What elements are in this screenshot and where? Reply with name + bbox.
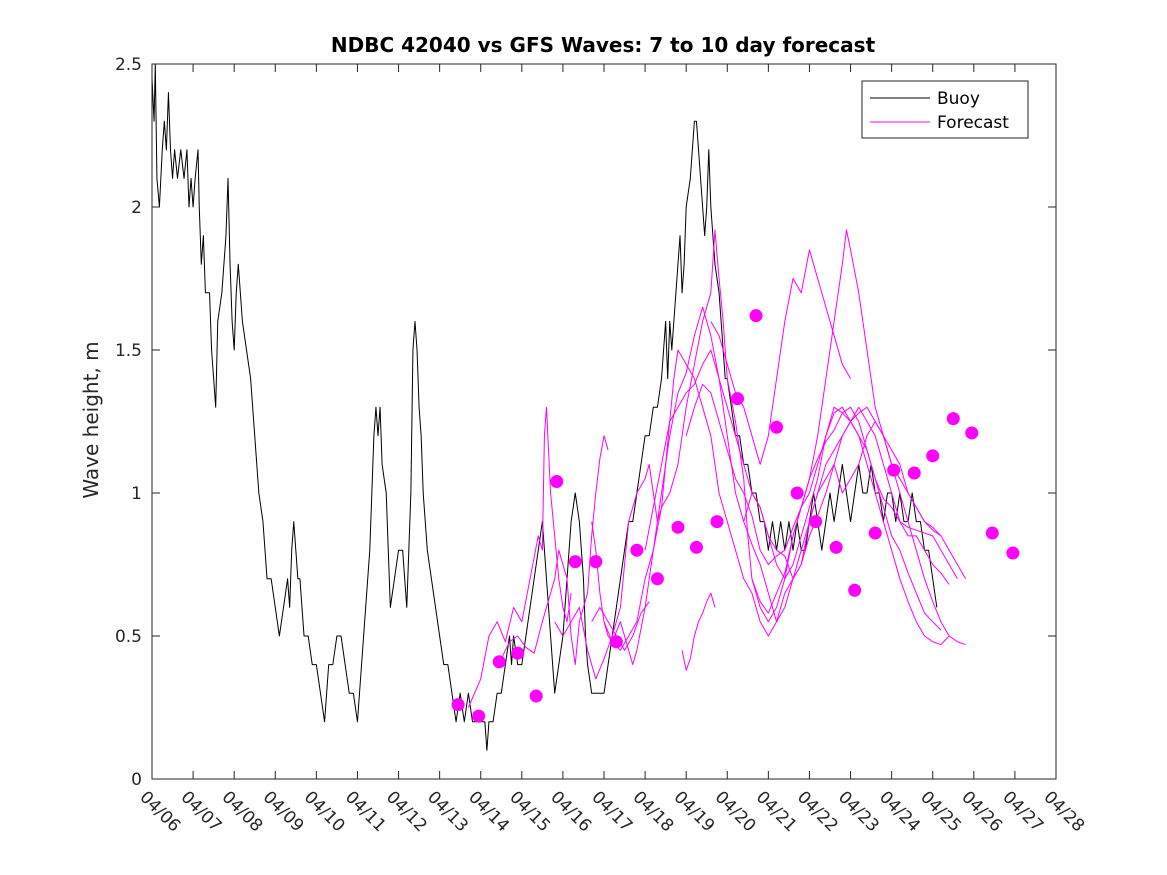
y-tick-label: 1 xyxy=(131,484,142,504)
forecast-marker xyxy=(568,555,582,569)
legend-label-buoy: Buoy xyxy=(937,89,980,109)
forecast-series-line xyxy=(710,249,851,465)
forecast-marker xyxy=(809,515,823,529)
forecast-marker xyxy=(749,309,763,323)
forecast-marker xyxy=(609,635,623,649)
forecast-marker xyxy=(829,540,843,554)
forecast-marker xyxy=(926,449,940,463)
forecast-marker xyxy=(848,583,862,597)
y-tick-label: 1.5 xyxy=(115,341,142,361)
forecast-marker xyxy=(589,555,603,569)
forecast-marker xyxy=(671,520,685,534)
legend-label-forecast: Forecast xyxy=(937,113,1009,133)
forecast-series-line xyxy=(743,406,966,646)
forecast-marker xyxy=(731,392,745,406)
forecast-marker xyxy=(1006,546,1020,560)
forecast-series-line xyxy=(681,592,716,671)
y-tick-label: 0.5 xyxy=(115,627,142,647)
forecast-marker xyxy=(985,526,999,540)
legend-box xyxy=(861,80,1029,139)
forecast-series-line xyxy=(644,349,958,580)
y-axis-label: Wave height, m xyxy=(79,341,103,498)
forecast-marker xyxy=(868,526,882,540)
forecast-series-line xyxy=(751,406,942,631)
forecast-marker xyxy=(472,709,486,723)
forecast-series-line xyxy=(500,435,609,666)
forecast-marker xyxy=(511,646,525,660)
forecast-series-line xyxy=(467,406,572,708)
forecast-marker xyxy=(529,689,543,703)
legend: Buoy Forecast xyxy=(861,80,1029,139)
forecast-marker xyxy=(689,540,703,554)
forecast-marker xyxy=(965,426,979,440)
forecast-marker xyxy=(650,572,664,586)
y-tick-label: 0 xyxy=(131,770,142,790)
forecast-marker xyxy=(907,466,921,480)
forecast-marker xyxy=(770,420,784,434)
forecast-series-line xyxy=(603,306,950,651)
series-layer xyxy=(152,64,1020,751)
forecast-marker xyxy=(946,412,960,426)
forecast-marker xyxy=(630,543,644,557)
y-tick-label: 2.5 xyxy=(115,55,142,75)
forecast-marker xyxy=(887,463,901,477)
chart-title: NDBC 42040 vs GFS Waves: 7 to 10 day for… xyxy=(331,33,876,57)
forecast-marker xyxy=(451,698,465,712)
forecast-series-line xyxy=(591,349,967,666)
y-tick-label: 2 xyxy=(131,198,142,218)
forecast-marker xyxy=(492,655,506,669)
forecast-marker xyxy=(790,486,804,500)
forecast-marker xyxy=(550,475,564,489)
forecast-marker xyxy=(710,515,724,529)
forecast-series-line xyxy=(554,229,950,680)
